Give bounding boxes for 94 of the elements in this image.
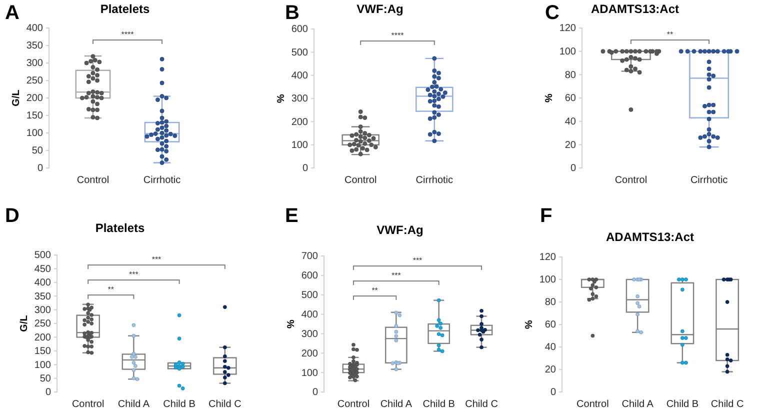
- x-tick-label: Child C: [208, 399, 242, 410]
- y-tick-label: 350: [26, 40, 44, 52]
- y-tick-label: 400: [291, 70, 308, 82]
- text: D: [5, 205, 20, 227]
- chart-title: ADAMTS13:Act: [590, 2, 680, 16]
- x-tick-label: Child C: [465, 399, 498, 410]
- y-tick-label: 400: [26, 23, 44, 34]
- y-tick-label: 20: [564, 140, 576, 151]
- y-tick-label: 80: [564, 70, 576, 81]
- y-tick-label: 120: [559, 23, 576, 34]
- y-tick-label: 250: [34, 318, 52, 330]
- y-tick-label: 0: [37, 163, 44, 174]
- y-tick-label: 40: [544, 342, 556, 354]
- x-tick-label: Child C: [710, 399, 744, 410]
- y-tick-label: 50: [40, 374, 52, 384]
- x-tick-label: Cirrhotic: [690, 175, 728, 186]
- y-axis-title: G/L: [11, 90, 22, 106]
- chart-title: VWF:Ag: [376, 223, 424, 237]
- annotation: ****: [391, 31, 404, 40]
- y-tick-label: 50: [32, 146, 44, 157]
- chart-title: Platelets: [100, 2, 150, 16]
- y-tick-label: 200: [291, 116, 308, 128]
- x-tick-label: Child A: [622, 399, 654, 410]
- x-tick-label: Cirrhotic: [416, 175, 454, 186]
- y-tick-label: 200: [34, 332, 52, 344]
- y-tick-label: 0: [570, 163, 576, 174]
- y-tick-label: 400: [301, 309, 318, 320]
- text: C: [545, 2, 560, 24]
- y-tick-label: 500: [301, 290, 318, 302]
- y-tick-label: 250: [26, 76, 44, 87]
- y-tick-label: 300: [34, 305, 52, 316]
- y-tick-label: 100: [301, 368, 318, 379]
- text: F: [540, 205, 552, 227]
- y-tick-label: 400: [34, 278, 52, 289]
- y-tick-label: 20: [544, 364, 556, 376]
- x-tick-label: Control: [337, 399, 370, 410]
- x-tick-label: Cirrhotic: [143, 175, 181, 186]
- y-tick-label: 100: [559, 46, 576, 58]
- y-tick-label: 300: [301, 328, 318, 340]
- y-tick-label: 80: [544, 297, 556, 308]
- annotation: ***: [152, 255, 162, 264]
- chart-title: ADAMTS13:Act: [606, 230, 694, 244]
- annotation: ***: [129, 270, 138, 279]
- x-tick-label: Control: [76, 175, 110, 186]
- y-tick-label: 0: [302, 163, 308, 174]
- x-tick-label: Child B: [666, 399, 699, 410]
- y-tick-label: 600: [291, 24, 308, 36]
- text: A: [5, 2, 20, 24]
- annotation: **: [666, 30, 674, 39]
- y-tick-label: 150: [34, 346, 52, 358]
- text: B: [285, 2, 300, 24]
- chart-title: VWF:Ag: [356, 2, 404, 16]
- y-tick-label: 0: [45, 387, 52, 398]
- y-axis-title: %: [276, 94, 287, 103]
- annotation: ***: [391, 271, 401, 280]
- y-tick-label: 150: [26, 110, 44, 122]
- y-tick-label: 500: [291, 47, 308, 58]
- text: E: [285, 205, 298, 227]
- y-tick-label: 100: [539, 274, 556, 286]
- y-tick-label: 0: [312, 387, 318, 398]
- y-tick-label: 600: [301, 270, 318, 282]
- annotation: ***: [412, 256, 422, 265]
- x-tick-label: Child A: [118, 399, 150, 410]
- y-tick-label: 100: [34, 360, 52, 371]
- y-tick-label: 450: [34, 264, 52, 275]
- y-tick-label: 100: [291, 140, 308, 152]
- y-axis-title: G/L: [19, 315, 30, 332]
- annotation: **: [108, 285, 114, 294]
- y-tick-label: 0: [550, 387, 556, 398]
- chart-title: Platelets: [95, 221, 146, 235]
- y-tick-label: 60: [564, 93, 576, 104]
- annotation: ****: [121, 30, 134, 39]
- y-tick-label: 500: [34, 250, 52, 262]
- y-tick-label: 300: [26, 58, 44, 70]
- x-tick-label: Control: [344, 175, 377, 186]
- x-tick-label: Child B: [422, 399, 456, 410]
- annotation: **: [372, 286, 378, 295]
- y-tick-label: 60: [544, 320, 556, 331]
- x-tick-label: Child B: [163, 399, 196, 410]
- y-axis-title: %: [544, 93, 555, 102]
- x-tick-label: Control: [72, 399, 104, 410]
- y-axis-title: %: [286, 319, 297, 328]
- y-tick-label: 300: [291, 94, 308, 105]
- y-tick-label: 100: [26, 128, 44, 140]
- y-tick-label: 350: [34, 291, 52, 302]
- x-tick-label: Control: [614, 175, 648, 186]
- y-axis-title: %: [524, 320, 535, 329]
- y-tick-label: 200: [26, 93, 44, 104]
- y-tick-label: 120: [539, 252, 556, 264]
- y-tick-label: 200: [301, 348, 318, 360]
- y-tick-label: 700: [301, 251, 318, 262]
- x-tick-label: Control: [576, 399, 609, 410]
- y-tick-label: 40: [564, 116, 576, 128]
- x-tick-label: Child A: [380, 399, 412, 410]
